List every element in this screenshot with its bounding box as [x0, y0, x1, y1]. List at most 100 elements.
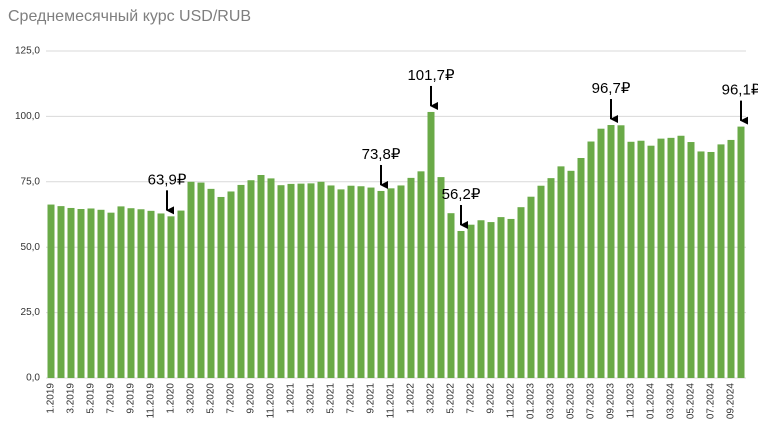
- bar: [707, 151, 715, 378]
- bar: [287, 183, 295, 378]
- bar: [517, 207, 525, 378]
- bar: [47, 204, 55, 378]
- bar: [567, 170, 575, 378]
- bar: [627, 141, 635, 378]
- bar: [277, 185, 285, 378]
- bar: [247, 180, 255, 378]
- bar: [407, 177, 415, 378]
- bar: [487, 222, 495, 378]
- bar: [147, 210, 155, 378]
- bar: [337, 189, 345, 378]
- bar: [197, 182, 205, 378]
- bar: [597, 128, 605, 378]
- bar: [367, 187, 375, 378]
- bar: [137, 209, 145, 378]
- x-tick-label: 5.2021: [326, 383, 337, 414]
- bar: [467, 224, 475, 378]
- bar: [557, 166, 565, 378]
- bar: [77, 209, 85, 378]
- x-tick-label: 07.2023: [586, 383, 597, 420]
- x-tick-label: 7.2020: [226, 383, 237, 414]
- bar: [207, 188, 215, 378]
- bar: [387, 188, 395, 378]
- bar: [87, 208, 95, 378]
- x-tick-label: 05.2023: [566, 383, 577, 420]
- bar: [357, 186, 365, 378]
- annotation: 63,9₽: [148, 171, 187, 188]
- x-tick-label: 7.2019: [106, 383, 117, 414]
- bar: [657, 138, 665, 378]
- bar: [587, 141, 595, 378]
- x-tick-label: 03.2024: [666, 383, 677, 420]
- x-tick-label: 01.2023: [526, 383, 537, 420]
- bar: [167, 216, 175, 378]
- bar: [497, 217, 505, 378]
- x-tick-label: 3.2019: [66, 383, 77, 414]
- bar: [687, 142, 695, 378]
- bar: [107, 212, 115, 378]
- y-tick-label: 0,0: [26, 373, 40, 384]
- y-tick-label: 125,0: [15, 46, 40, 57]
- bar: [437, 177, 445, 378]
- x-tick-label: 7.2022: [466, 383, 477, 414]
- x-tick-label: 11.2023: [626, 383, 637, 419]
- bar: [477, 220, 485, 378]
- bar: [187, 181, 195, 378]
- bar: [427, 111, 435, 379]
- x-tick-label: 01.2024: [646, 383, 657, 420]
- bar: [127, 208, 135, 378]
- y-tick-label: 75,0: [21, 176, 41, 187]
- bar: [237, 184, 245, 378]
- x-tick-label: 9.2020: [246, 383, 257, 414]
- bar: [727, 139, 735, 378]
- bar: [607, 125, 615, 378]
- bar: [457, 230, 465, 378]
- annotation: 101,7₽: [407, 67, 455, 84]
- x-tick-label: 9.2022: [486, 383, 497, 414]
- x-tick-label: 1.2019: [46, 383, 57, 414]
- bar: [217, 196, 225, 378]
- bar: [397, 185, 405, 378]
- bar: [57, 206, 65, 378]
- bar: [617, 125, 625, 378]
- x-tick-label: 3.2022: [426, 383, 437, 414]
- bar: [97, 209, 105, 378]
- x-tick-label: 07.2024: [706, 383, 717, 420]
- bar: [317, 181, 325, 378]
- x-tick-label: 05.2024: [686, 383, 697, 420]
- x-tick-label: 5.2019: [86, 383, 97, 414]
- bar: [377, 190, 385, 378]
- x-tick-label: 11.2021: [386, 383, 397, 419]
- annotation: 96,1₽: [722, 82, 758, 99]
- annotation: 73,8₽: [362, 146, 401, 163]
- bar: [507, 218, 515, 378]
- bar: [227, 191, 235, 378]
- bar: [347, 185, 355, 378]
- bar: [307, 183, 315, 378]
- y-tick-label: 25,0: [21, 307, 41, 318]
- bar: [267, 178, 275, 378]
- x-tick-label: 9.2021: [366, 383, 377, 414]
- bar: [177, 210, 185, 378]
- annotation: 96,7₽: [592, 80, 631, 97]
- x-tick-label: 11.2022: [506, 383, 517, 419]
- y-tick-label: 50,0: [21, 242, 41, 253]
- bar: [667, 137, 675, 378]
- y-tick-label: 100,0: [15, 111, 40, 122]
- x-tick-label: 5.2022: [446, 383, 457, 414]
- x-tick-label: 3.2020: [186, 383, 197, 414]
- x-tick-label: 09.2023: [606, 383, 617, 420]
- bar: [257, 174, 265, 378]
- bar: [637, 140, 645, 378]
- bar: [577, 157, 585, 378]
- x-tick-label: 11.2020: [266, 383, 277, 419]
- x-tick-label: 5.2020: [206, 383, 217, 414]
- chart-title: Среднемесячный курс USD/RUB: [8, 8, 251, 25]
- x-tick-label: 03.2023: [546, 383, 557, 420]
- bar: [677, 135, 685, 378]
- bar: [547, 178, 555, 378]
- bar: [537, 185, 545, 378]
- bar: [737, 126, 745, 378]
- bar: [67, 207, 75, 378]
